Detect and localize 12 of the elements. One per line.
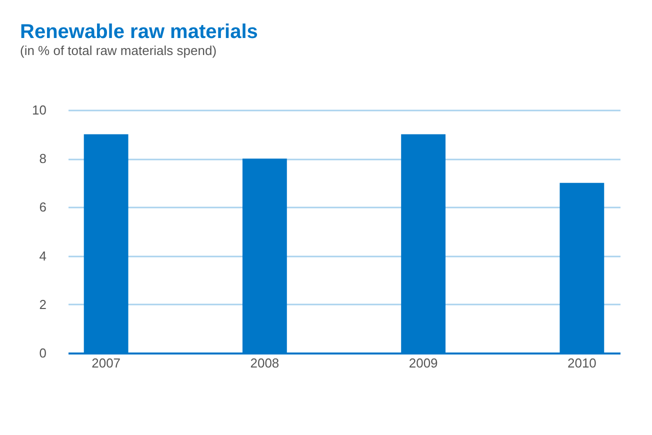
x-tick-label: 2009 <box>408 356 438 370</box>
x-tick-label: 2008 <box>250 356 280 370</box>
y-tick-label: 10 <box>32 102 46 118</box>
y-tick-label: 4 <box>39 248 46 264</box>
x-tick-label: 2010 <box>567 356 596 370</box>
y-tick-label: 0 <box>39 346 46 360</box>
y-tick-label: 2 <box>39 296 46 312</box>
chart-subtitle: (in % of total raw materials spend) <box>20 43 217 58</box>
y-tick-label: 6 <box>39 200 46 215</box>
y-tick-label: 8 <box>39 151 46 166</box>
chart-title: Renewable raw materials <box>20 21 258 43</box>
x-tick-label: 2007 <box>92 356 121 370</box>
